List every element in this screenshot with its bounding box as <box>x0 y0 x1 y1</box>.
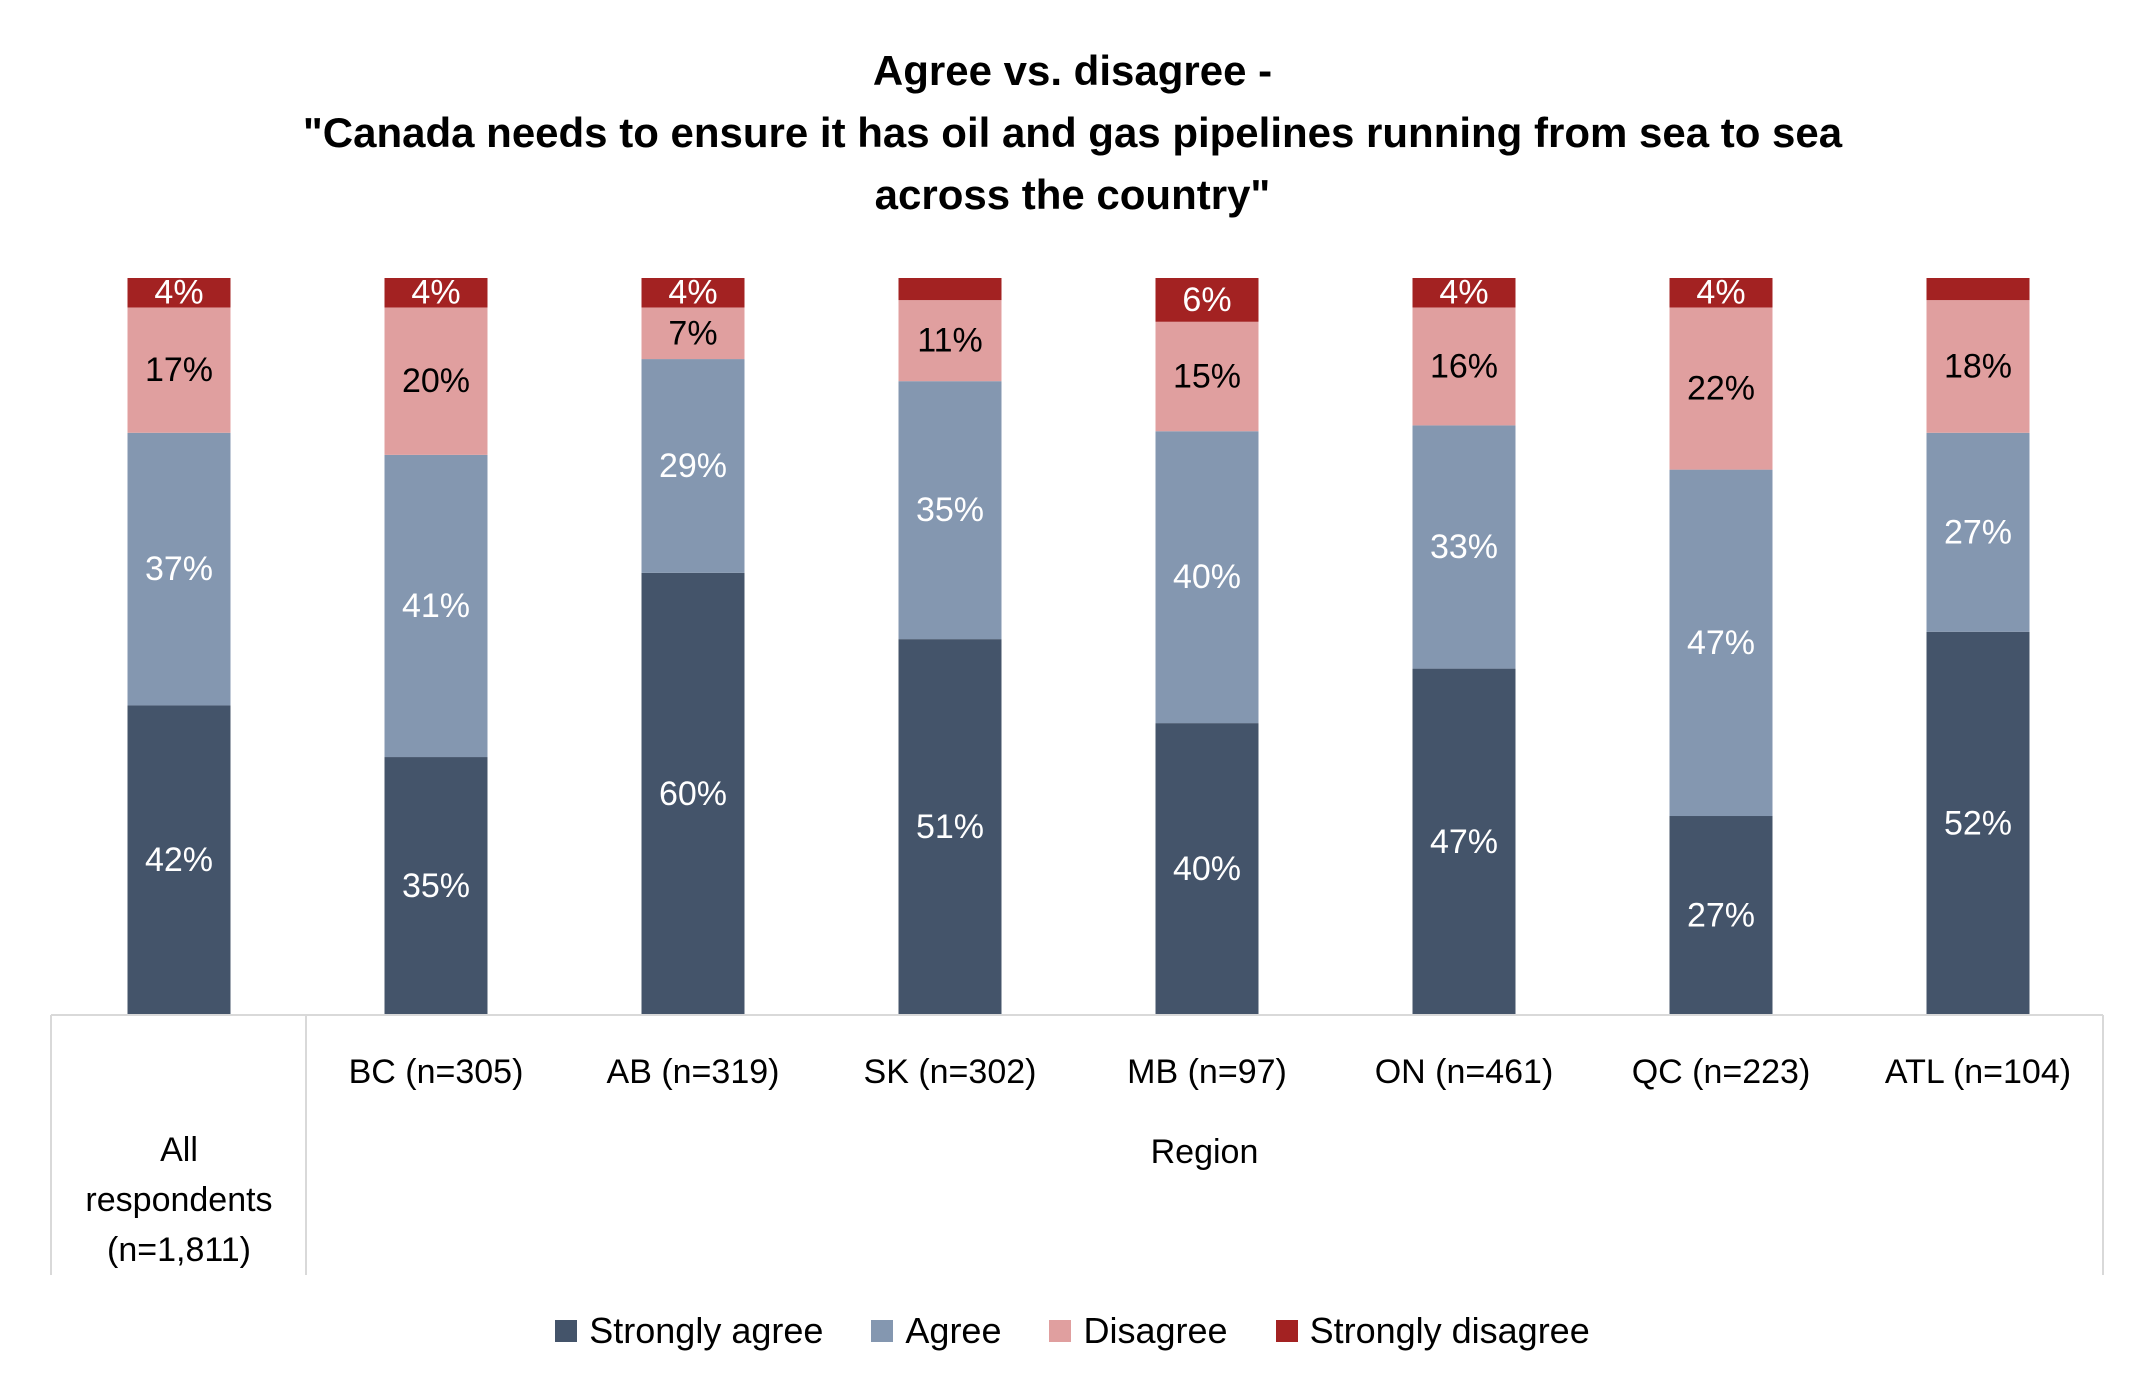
data-label-disagree-0: 17% <box>145 351 213 389</box>
legend-label-strongly-disagree: Strongly disagree <box>1309 1310 1590 1351</box>
x-tick-label-0-line-2: (n=1,811) <box>107 1231 251 1269</box>
legend-label-disagree: Disagree <box>1083 1310 1228 1351</box>
data-label-disagree-2: 7% <box>668 314 717 352</box>
data-label-strongly-agree-6: 27% <box>1687 897 1755 935</box>
chart-title-line-3: across the country" <box>874 171 1271 218</box>
bar-segment-strongly-disagree-7 <box>1926 278 2030 301</box>
bar-segment-agree-1 <box>384 454 488 758</box>
bar-segment-disagree-6 <box>1669 307 1773 470</box>
data-label-strongly-disagree-0: 4% <box>154 274 203 312</box>
data-label-strongly-agree-7: 52% <box>1944 804 2012 842</box>
data-label-disagree-7: 18% <box>1944 347 2012 385</box>
x-tick-label-6: QC (n=223) <box>1632 1053 1811 1091</box>
data-label-strongly-agree-2: 60% <box>659 775 727 813</box>
bar-segment-disagree-0 <box>127 307 231 433</box>
bar-segment-strongly-disagree-3 <box>898 278 1002 301</box>
legend-item-strongly-disagree: Strongly disagree <box>1275 1310 1590 1352</box>
x-tick-label-0-line-1: respondents <box>85 1181 272 1219</box>
bar-segment-strongly-agree-0 <box>127 705 231 1015</box>
legend-item-agree: Agree <box>871 1310 1001 1352</box>
data-label-strongly-agree-0: 42% <box>145 841 213 879</box>
bar-segment-disagree-7 <box>1926 300 2030 433</box>
legend-swatch-strongly-agree <box>555 1320 578 1342</box>
data-label-strongly-disagree-4: 6% <box>1182 281 1231 319</box>
bar-segment-strongly-disagree-1 <box>384 278 488 308</box>
bar-segment-agree-2 <box>641 359 745 573</box>
data-label-strongly-agree-1: 35% <box>402 867 470 905</box>
bar-segment-agree-5 <box>1412 425 1516 669</box>
bar-segment-strongly-disagree-4 <box>1155 278 1259 322</box>
bar-segment-strongly-disagree-2 <box>641 278 745 308</box>
bar-segment-disagree-2 <box>641 307 745 360</box>
legend-item-strongly-agree: Strongly agree <box>555 1310 823 1352</box>
bar-segment-disagree-4 <box>1155 321 1259 432</box>
bar-segment-agree-7 <box>1926 432 2030 632</box>
bar-segment-agree-6 <box>1669 469 1773 817</box>
bar-segment-strongly-agree-1 <box>384 757 488 1015</box>
bar-segment-strongly-disagree-5 <box>1412 278 1516 308</box>
data-label-disagree-5: 16% <box>1430 347 1498 385</box>
legend-item-disagree: Disagree <box>1049 1310 1228 1352</box>
data-label-strongly-agree-4: 40% <box>1173 850 1241 888</box>
x-tick-label-2: AB (n=319) <box>607 1053 780 1091</box>
bar-segment-disagree-1 <box>384 307 488 455</box>
data-label-agree-5: 33% <box>1430 528 1498 566</box>
data-label-strongly-agree-3: 51% <box>916 808 984 846</box>
bar-segment-strongly-agree-3 <box>898 639 1002 1015</box>
x-tick-label-0-line-0: All <box>160 1131 198 1169</box>
data-label-disagree-3: 11% <box>917 322 983 360</box>
data-label-disagree-1: 20% <box>402 362 470 400</box>
data-label-strongly-disagree-6: 4% <box>1696 274 1745 312</box>
bar-segment-agree-0 <box>127 432 231 706</box>
x-tick-label-3: SK (n=302) <box>864 1053 1037 1091</box>
data-label-disagree-6: 22% <box>1687 370 1755 408</box>
bar-segment-strongly-agree-6 <box>1669 816 1773 1015</box>
legend-swatch-agree <box>871 1320 894 1342</box>
chart-title-line-2: "Canada needs to ensure it has oil and g… <box>302 109 1843 156</box>
bar-segment-strongly-agree-4 <box>1155 723 1259 1015</box>
data-label-strongly-agree-5: 47% <box>1430 823 1498 861</box>
data-label-agree-7: 27% <box>1944 513 2012 551</box>
x-tick-label-1: BC (n=305) <box>349 1053 524 1091</box>
legend-label-agree: Agree <box>905 1310 1002 1351</box>
data-label-agree-4: 40% <box>1173 558 1241 596</box>
legend-label-strongly-agree: Strongly agree <box>589 1310 824 1351</box>
bar-segment-strongly-agree-2 <box>641 572 745 1015</box>
data-label-agree-3: 35% <box>916 491 984 529</box>
data-label-disagree-4: 15% <box>1173 358 1241 396</box>
bar-segment-strongly-disagree-6 <box>1669 278 1773 308</box>
bar-segment-disagree-3 <box>898 300 1002 382</box>
chart-title: Agree vs. disagree - "Canada needs to en… <box>0 40 2145 226</box>
legend: Strongly agree Agree Disagree Strongly d… <box>0 1310 2145 1352</box>
data-label-strongly-disagree-5: 4% <box>1439 274 1488 312</box>
legend-swatch-disagree <box>1049 1320 1072 1342</box>
bar-segment-strongly-disagree-0 <box>127 278 231 308</box>
x-tick-label-7: ATL (n=104) <box>1885 1053 2071 1091</box>
bar-segment-agree-3 <box>898 381 1002 640</box>
data-label-agree-0: 37% <box>145 550 213 588</box>
legend-swatch-strongly-disagree <box>1275 1320 1298 1342</box>
bar-segment-strongly-agree-5 <box>1412 668 1516 1015</box>
bar-segment-strongly-agree-7 <box>1926 631 2030 1015</box>
data-label-agree-6: 47% <box>1687 624 1755 662</box>
data-label-agree-2: 29% <box>659 447 727 485</box>
data-label-strongly-disagree-2: 4% <box>668 274 717 312</box>
x-tick-label-4: MB (n=97) <box>1127 1053 1287 1091</box>
data-label-agree-1: 41% <box>402 587 470 625</box>
x-group-label-region: Region <box>1151 1133 1259 1171</box>
x-tick-label-5: ON (n=461) <box>1375 1053 1554 1091</box>
bar-segment-agree-4 <box>1155 431 1259 724</box>
data-label-strongly-disagree-1: 4% <box>411 274 460 312</box>
bar-segment-disagree-5 <box>1412 307 1516 426</box>
chart-title-line-1: Agree vs. disagree - <box>872 47 1273 94</box>
